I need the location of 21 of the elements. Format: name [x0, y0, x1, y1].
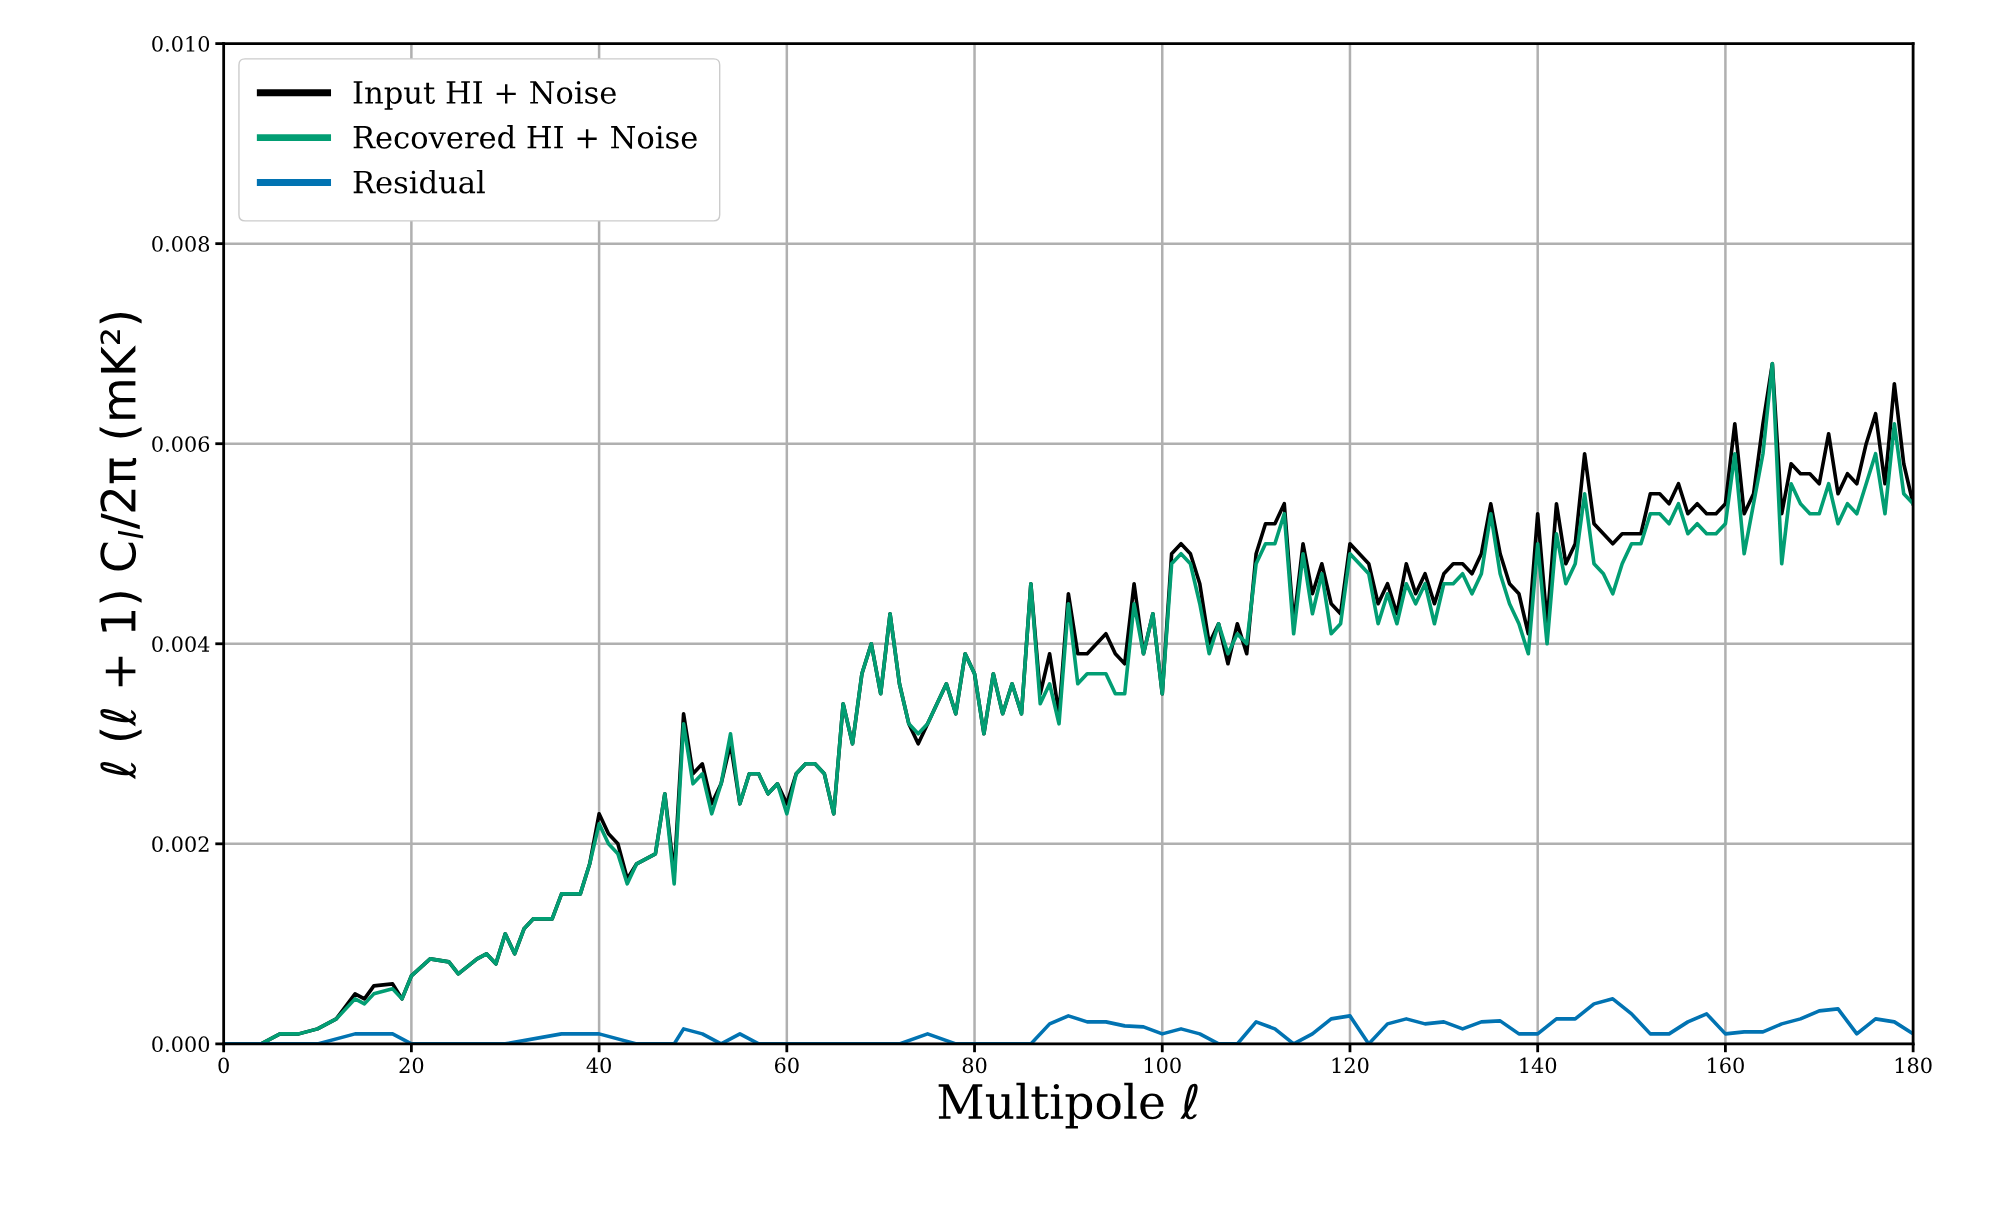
x-tick-label: 140 [1520, 1057, 1557, 1074]
x-tick-label: 120 [1332, 1057, 1369, 1074]
x-tick-label: 160 [1708, 1057, 1744, 1074]
y-tick-label: 0.000 [152, 1036, 210, 1053]
x-tick-label: 60 [774, 1057, 799, 1074]
y-tick-label: 0.010 [152, 36, 210, 52]
y-axis-title: ℓ (ℓ + 1) C$_{l}$/2π (mK²) [99, 312, 144, 780]
x-axis-title: Multipole ℓ [938, 1082, 1198, 1129]
y-tick-label: 0.002 [152, 836, 209, 853]
legend-label: Residual [353, 169, 485, 194]
x-tick-label: 20 [399, 1057, 424, 1074]
x-tick-label: 180 [1895, 1057, 1932, 1074]
legend-label: Input HI + Noise [353, 81, 616, 110]
y-tick-label: 0.006 [152, 436, 210, 452]
x-tick-label: 100 [1144, 1057, 1181, 1074]
y-tick-label: 0.008 [152, 236, 210, 252]
legend-label: Recovered HI + Noise [353, 125, 697, 149]
x-tick-label: 80 [962, 1057, 987, 1074]
x-tick-label: 0 [218, 1057, 229, 1074]
x-tick-label: 40 [586, 1057, 611, 1074]
y-tick-label: 0.004 [152, 636, 210, 652]
